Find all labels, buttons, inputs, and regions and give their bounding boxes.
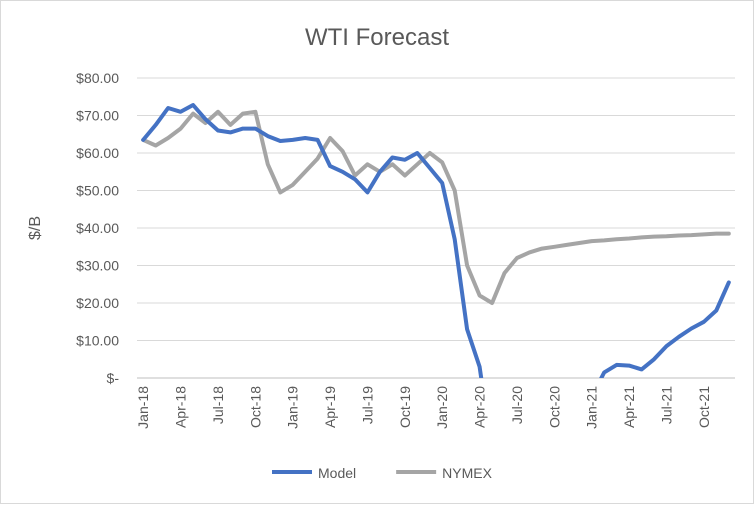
series-line (141, 109, 731, 305)
y-axis-label: $/B (27, 216, 44, 240)
x-tick-label: Oct-18 (247, 386, 263, 428)
y-tick-label: $60.00 (76, 145, 119, 161)
x-tick-label: Apr-18 (173, 386, 189, 428)
x-tick-label: Jan-18 (135, 386, 151, 429)
x-tick-label: Jul-20 (509, 386, 525, 424)
plot-area (141, 103, 731, 378)
y-tick-label: $70.00 (76, 108, 119, 124)
x-tick-label: Apr-20 (472, 386, 488, 428)
series-line (141, 103, 731, 378)
chart-title: WTI Forecast (305, 24, 449, 51)
x-tick-label: Oct-21 (696, 386, 712, 428)
y-tick-label: $30.00 (76, 258, 119, 274)
x-tick-label: Jan-21 (584, 386, 600, 429)
x-tick-label: Oct-19 (397, 386, 413, 428)
x-tick-label: Jul-21 (658, 386, 674, 424)
x-tick-label: Jul-18 (210, 386, 226, 424)
y-tick-label: $50.00 (76, 183, 119, 199)
x-tick-label: Jan-19 (285, 386, 301, 429)
x-tick-label: Apr-19 (322, 386, 338, 428)
x-tick-label: Apr-21 (621, 386, 637, 428)
y-tick-label: $80.00 (76, 70, 119, 86)
y-tick-label: $40.00 (76, 220, 119, 236)
x-tick-label: Jul-19 (359, 386, 375, 424)
y-tick-label: $10.00 (76, 333, 119, 349)
x-tick-label: Jan-20 (434, 386, 450, 429)
y-tick-label: $20.00 (76, 295, 119, 311)
legend-label: NYMEX (442, 465, 492, 481)
legend-label: Model (318, 465, 356, 481)
x-tick-label: Oct-20 (546, 386, 562, 428)
y-tick-label: $- (107, 370, 120, 386)
